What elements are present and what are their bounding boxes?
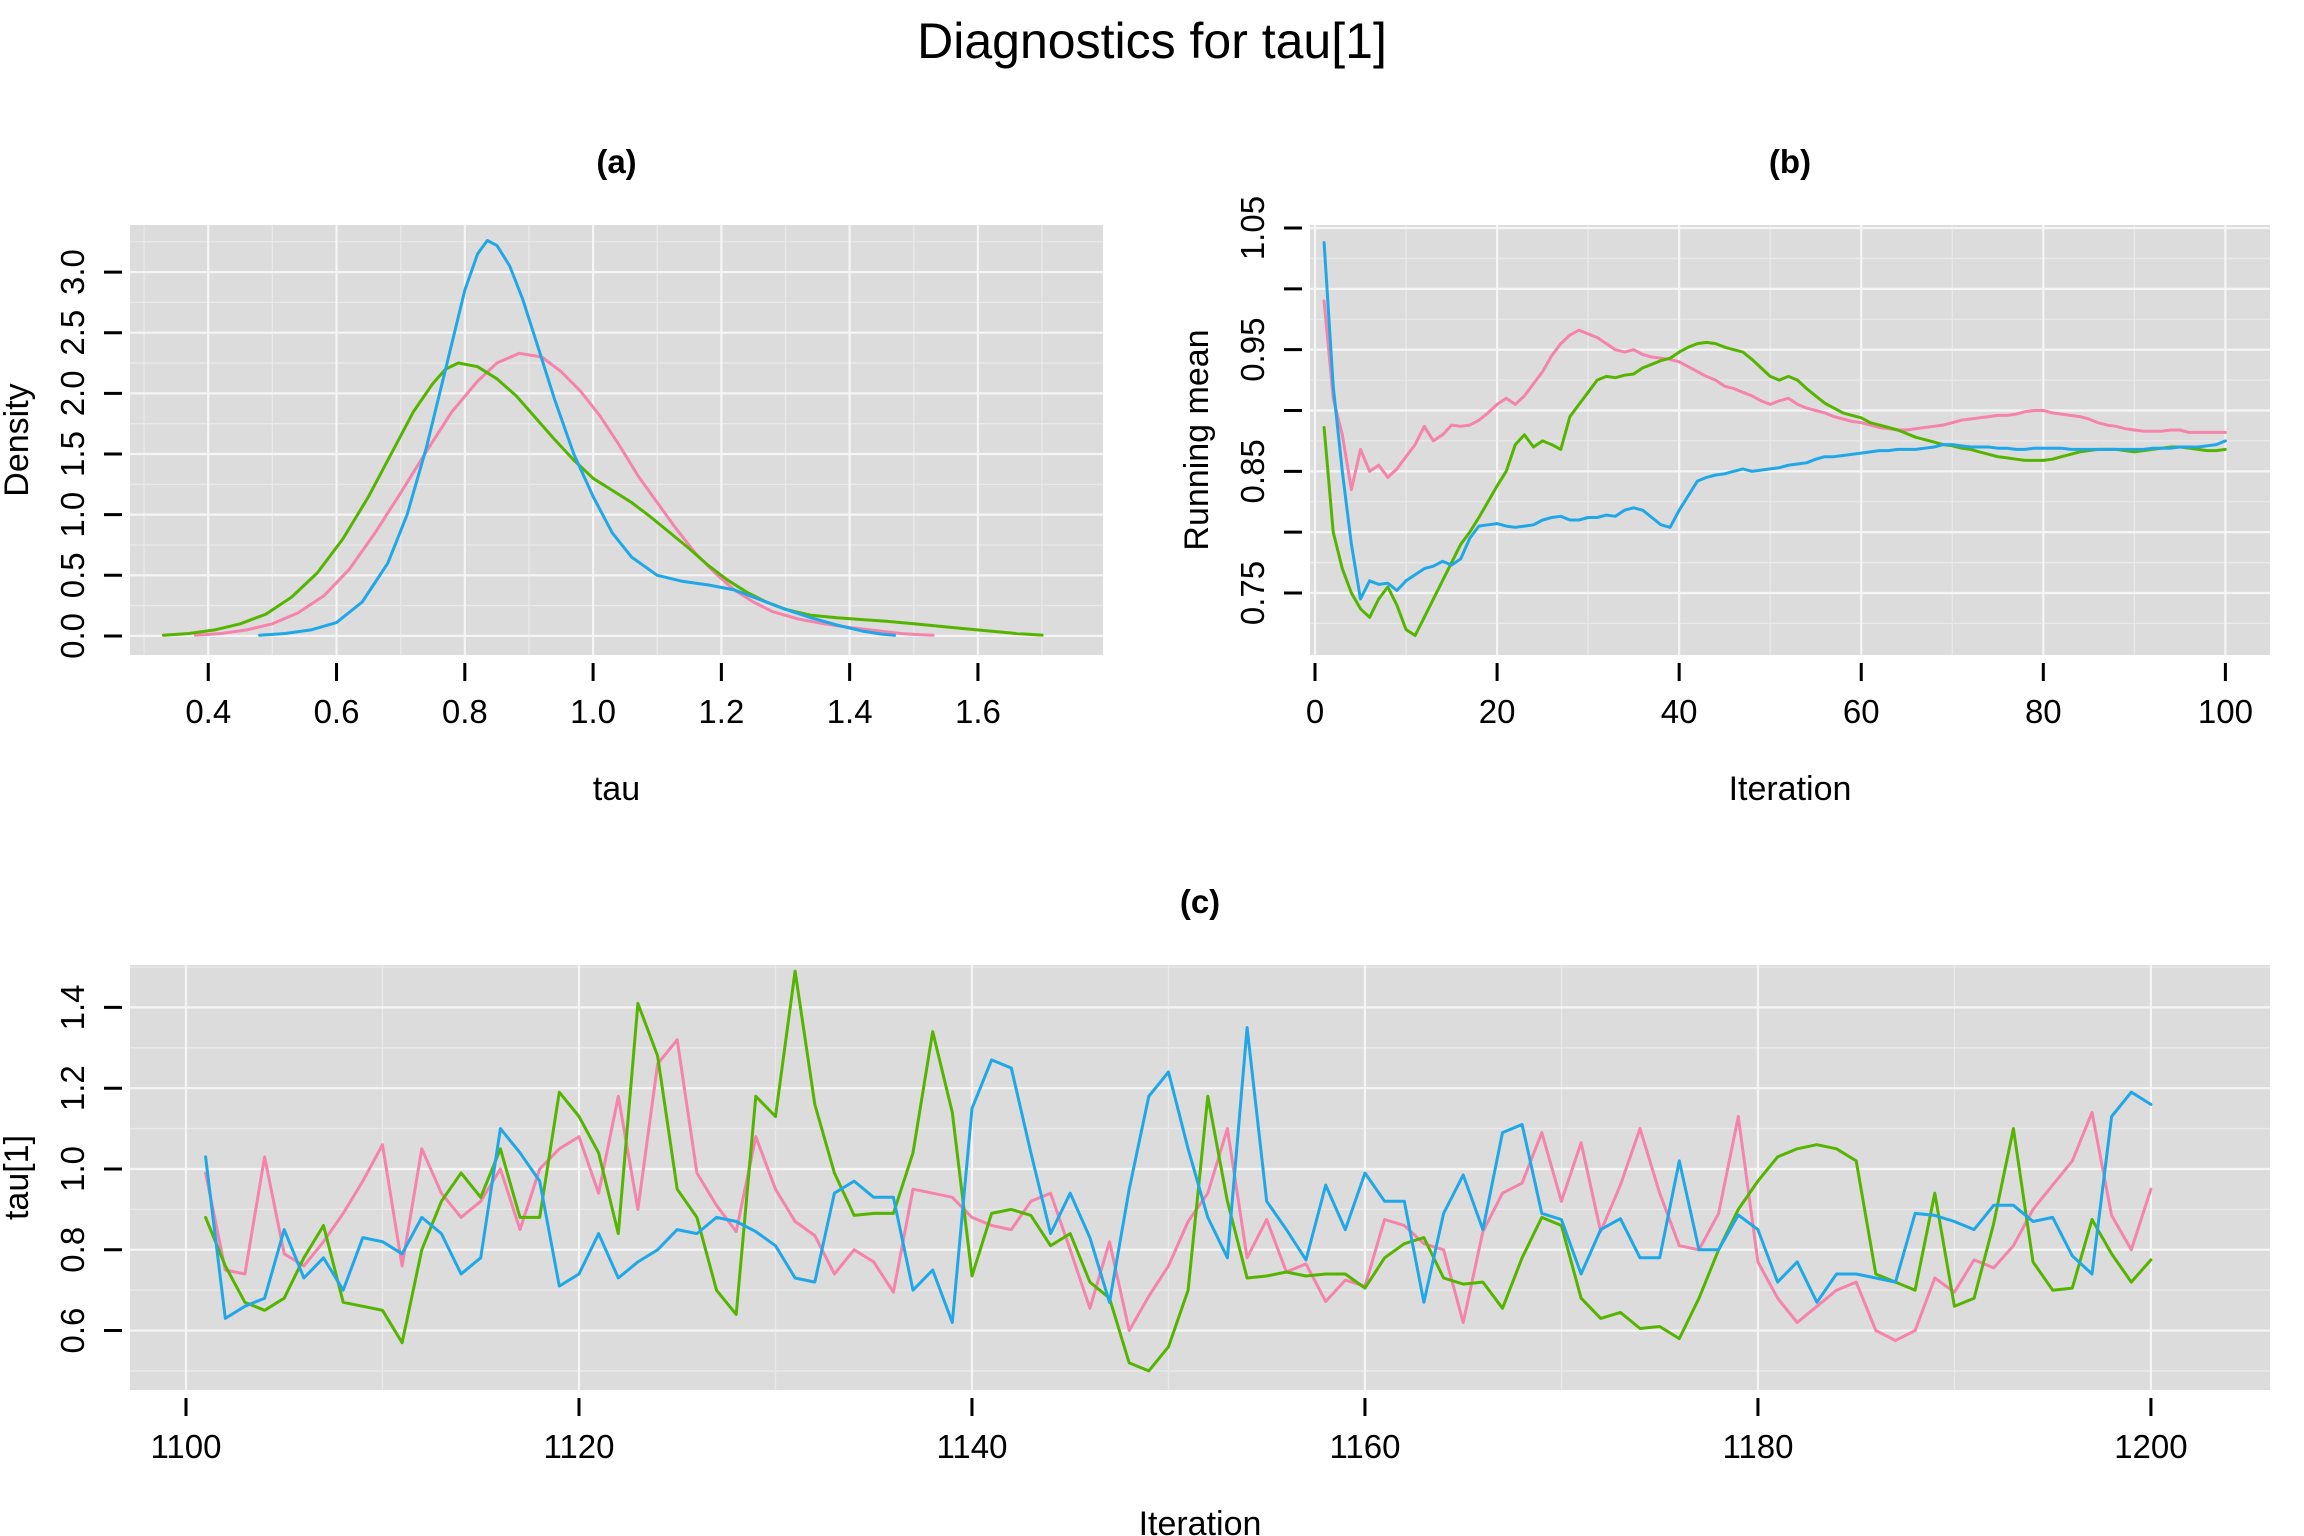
y-axis-title: tau[1] bbox=[0, 1135, 36, 1220]
panel-b: 0 20 40 60 80 100 0.75 0.85 0.95 1.05 (b) Iteration… bbox=[1178, 143, 2270, 808]
x-axis-title: Iteration bbox=[1729, 770, 1852, 808]
panel-a: 0.4 0.6 0.8 1.0 1.2 1.4 1.6 0.0 0.5 1.0 1.5 2.0 2.5 3… bbox=[0, 143, 1103, 808]
x-tick-label: 1.4 bbox=[827, 693, 873, 730]
panel-background bbox=[1310, 225, 2270, 655]
y-tick-label: 0.5 bbox=[54, 552, 91, 598]
series-line-chain-1-pink bbox=[193, 351, 935, 637]
x-tick-label: 1200 bbox=[2114, 1428, 2187, 1465]
panel-title: (c) bbox=[1180, 883, 1220, 920]
series-line-chain-2-green bbox=[161, 361, 1044, 637]
x-tick-label: 1180 bbox=[1722, 1428, 1793, 1465]
x-tick-label: 0.8 bbox=[442, 693, 488, 730]
y-tick-label: 0.85 bbox=[1234, 439, 1271, 503]
y-tick-label: 1.05 bbox=[1234, 196, 1271, 260]
x-axis-title: tau bbox=[593, 770, 640, 808]
series-group bbox=[204, 969, 2153, 1373]
y-tick-label: 0.95 bbox=[1234, 318, 1271, 382]
y-axis-title: Running mean bbox=[1178, 329, 1216, 550]
y-tick-label: 1.2 bbox=[54, 1065, 91, 1111]
x-tick-label: 1.2 bbox=[698, 693, 744, 730]
y-tick-label: 0.75 bbox=[1234, 561, 1271, 625]
y-tick-label: 0.6 bbox=[54, 1308, 91, 1354]
x-tick-label: 0.4 bbox=[185, 693, 231, 730]
y-tick-label: 0.8 bbox=[54, 1227, 91, 1273]
x-tick-label: 100 bbox=[2198, 693, 2253, 730]
x-tick-label: 1.0 bbox=[570, 693, 616, 730]
x-tick-label: 0 bbox=[1306, 693, 1324, 730]
x-tick-label: 1140 bbox=[936, 1428, 1007, 1465]
series-line-chain-2-green bbox=[1322, 340, 2227, 637]
series-group bbox=[1322, 241, 2227, 637]
figure-title: Diagnostics for tau[1] bbox=[917, 13, 1387, 69]
y-tick-label: 1.4 bbox=[54, 984, 91, 1030]
x-tick-label: 60 bbox=[1843, 693, 1880, 730]
y-tick-label: 0.0 bbox=[54, 613, 91, 659]
x-tick-label: 80 bbox=[2025, 693, 2062, 730]
series-group bbox=[161, 239, 1044, 637]
y-tick-label: 3.0 bbox=[54, 249, 91, 295]
x-axis-title: Iteration bbox=[1139, 1505, 1262, 1536]
y-axis-title: Density bbox=[0, 383, 36, 496]
panel-title: (b) bbox=[1769, 143, 1811, 180]
panel-c: 1100 1120 1140 1160 1180 1200 0.6 0.8 1.0 1.2 1.4 (… bbox=[0, 883, 2270, 1536]
series-line-chain-3-blue bbox=[204, 1026, 2153, 1324]
x-tick-label: 1100 bbox=[151, 1428, 222, 1465]
series-line-chain-1-pink bbox=[1322, 299, 2227, 492]
y-tick-label: 2.0 bbox=[54, 370, 91, 416]
x-tick-label: 1160 bbox=[1329, 1428, 1400, 1465]
x-tick-label: 1.6 bbox=[955, 693, 1001, 730]
y-tick-label: 2.5 bbox=[54, 310, 91, 356]
series-line-chain-3-blue bbox=[1322, 241, 2227, 601]
panel-title: (a) bbox=[596, 143, 636, 180]
y-tick-label: 1.0 bbox=[54, 492, 91, 538]
series-line-chain-3-blue bbox=[258, 239, 896, 637]
x-tick-label: 0.6 bbox=[314, 693, 360, 730]
x-tick-label: 20 bbox=[1479, 693, 1516, 730]
x-tick-label: 1120 bbox=[544, 1428, 615, 1465]
series-line-chain-2-green bbox=[204, 969, 2153, 1373]
y-tick-label: 1.0 bbox=[54, 1146, 91, 1192]
series-line-chain-1-pink bbox=[204, 1038, 2153, 1343]
y-tick-label: 1.5 bbox=[54, 431, 91, 477]
x-tick-label: 40 bbox=[1661, 693, 1698, 730]
